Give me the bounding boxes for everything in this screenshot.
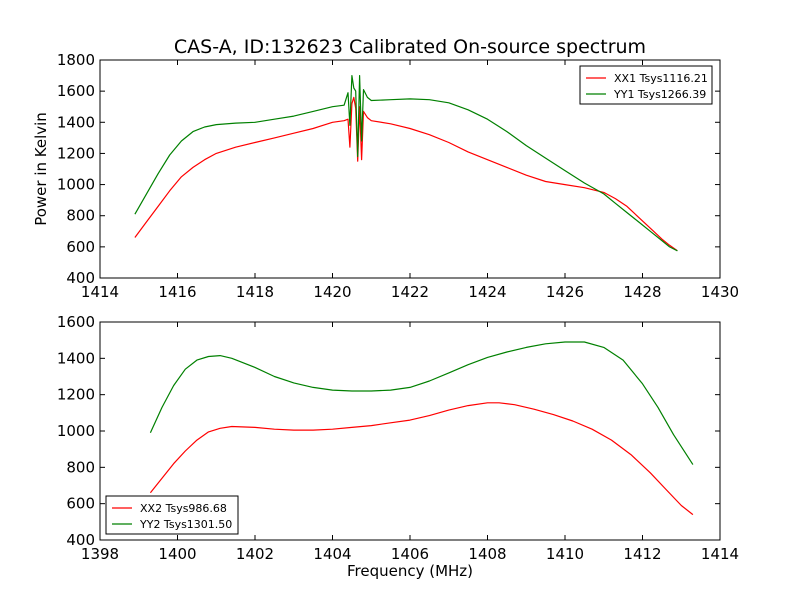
chart-0-y-tick-label: 400 [66,269,95,287]
chart-1-x-tick-label: 1402 [236,545,274,563]
chart-0-x-tick-label: 1414 [81,283,119,301]
chart-1-x-tick-label: 1414 [701,545,739,563]
chart-0-y-tick-label: 800 [66,207,95,225]
chart-1-y-tick-label: 1000 [57,422,95,440]
chart-0-x-tick-label: 1418 [236,283,274,301]
chart-1-series-0-line [149,402,694,516]
bottom-plot: 1398 1400 1402 1404 1406 1408 1410 1412 1414 400 6… [57,313,739,580]
chart-0-legend-box [579,65,713,105]
chart-1-legend-box [105,495,239,535]
chart-0-legend-label-0: XX1 Tsys1116.21 [614,72,708,85]
figure-title: CAS-A, ID:132623 Calibrated On-source sp… [174,36,646,58]
chart-0-x-tick-label: 1428 [623,283,661,301]
chart-0-x-tick-label: 1430 [701,283,739,301]
chart-0-x-tick-label: 1420 [313,283,351,301]
chart-1-x-tick-label: 1412 [623,545,661,563]
chart-1-x-tick-label: 1400 [158,545,196,563]
chart-1-series-1-line [149,341,694,465]
chart-1-y-tick-label: 1600 [57,313,95,331]
chart-0-x-tick-label: 1416 [158,283,196,301]
chart-1-y-tick-label: 400 [66,531,95,549]
chart-1-legend-label-1: YY2 Tsys1301.50 [139,518,232,531]
chart-0-series-1-line [134,74,678,252]
chart-1-x-axis-label: Frequency (MHz) [347,562,473,580]
chart-1-y-tick-label: 800 [66,458,95,476]
chart-0-y-tick-label: 1800 [57,51,95,69]
chart-0-y-tick-label: 1400 [57,113,95,131]
chart-0-y-tick-label: 1600 [57,82,95,100]
chart-1-x-tick-label: 1398 [81,545,119,563]
chart-0-y-tick-label: 1000 [57,176,95,194]
chart-0-y-tick-label: 600 [66,238,95,256]
chart-1-x-tick-label: 1410 [546,545,584,563]
chart-1-legend-label-0: XX2 Tsys986.68 [140,502,227,515]
chart-1-y-tick-label: 1200 [57,386,95,404]
chart-1-x-tick-label: 1408 [468,545,506,563]
chart-0-y-axis-label: Power in Kelvin [32,112,50,226]
chart-0-legend-label-1: YY1 Tsys1266.39 [613,88,706,101]
chart-1-y-tick-label: 1400 [57,349,95,367]
chart-0-x-tick-label: 1424 [468,283,506,301]
chart-1-x-tick-label: 1406 [391,545,429,563]
chart-1-y-tick-label: 600 [66,495,95,513]
chart-0-x-tick-label: 1422 [391,283,429,301]
top-plot: 1414 1416 1418 1420 1422 1424 1426 1428 1430 400 6… [32,51,739,301]
chart-0-x-tick-label: 1426 [546,283,584,301]
chart-1-x-tick-label: 1404 [313,545,351,563]
chart-0-y-tick-label: 1200 [57,144,95,162]
